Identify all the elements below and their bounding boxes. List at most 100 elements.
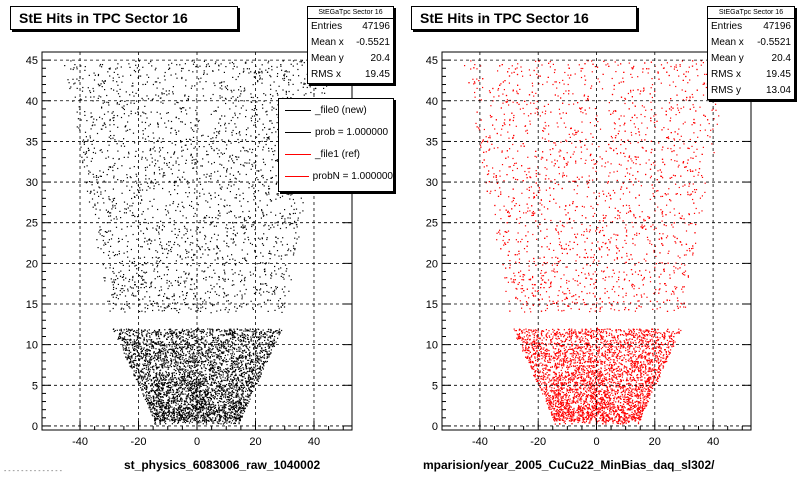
- scatter-point: [175, 418, 177, 420]
- scatter-point: [127, 241, 129, 243]
- scatter-point: [126, 185, 128, 187]
- scatter-point: [245, 260, 248, 262]
- scatter-point: [254, 375, 256, 377]
- scatter-point: [276, 92, 278, 95]
- scatter-point: [240, 329, 242, 331]
- scatter-point: [128, 63, 130, 65]
- scatter-point: [171, 284, 173, 287]
- scatter-point: [113, 255, 115, 257]
- scatter-point: [263, 269, 265, 271]
- scatter-point: [234, 366, 236, 368]
- scatter-point: [140, 348, 142, 350]
- scatter-point: [163, 361, 165, 363]
- scatter-point: [134, 342, 136, 344]
- scatter-point: [296, 63, 298, 65]
- scatter-point: [228, 388, 230, 390]
- scatter-point: [127, 288, 129, 290]
- scatter-point: [144, 128, 146, 130]
- scatter-point: [297, 89, 299, 91]
- scatter-point: [175, 365, 177, 367]
- scatter-point: [234, 114, 236, 116]
- scatter-point: [120, 66, 122, 68]
- scatter-point: [211, 364, 213, 366]
- scatter-point: [173, 400, 175, 402]
- scatter-point: [89, 90, 91, 92]
- scatter-point: [210, 363, 212, 365]
- scatter-point: [171, 416, 173, 418]
- scatter-point: [177, 421, 180, 424]
- scatter-point: [183, 271, 185, 273]
- scatter-point: [228, 328, 230, 330]
- scatter-point: [149, 200, 151, 202]
- scatter-point: [153, 270, 155, 272]
- scatter-point: [192, 380, 194, 382]
- scatter-point: [158, 404, 160, 406]
- scatter-point: [203, 416, 205, 418]
- scatter-point: [167, 120, 170, 122]
- scatter-point: [201, 371, 203, 373]
- scatter-point: [268, 138, 270, 140]
- scatter-point: [180, 406, 182, 408]
- scatter-point: [224, 412, 226, 414]
- scatter-point: [170, 308, 173, 310]
- scatter-point: [150, 61, 152, 63]
- scatter-point: [175, 342, 177, 344]
- scatter-point: [230, 227, 232, 229]
- scatter-point: [117, 179, 119, 181]
- scatter-point: [153, 146, 155, 148]
- scatter-point: [150, 401, 152, 403]
- scatter-point: [239, 370, 242, 372]
- scatter-point: [194, 382, 196, 384]
- scatter-point: [222, 334, 224, 336]
- scatter-point: [205, 279, 207, 281]
- scatter-point: [235, 126, 237, 128]
- scatter-point: [224, 421, 226, 423]
- scatter-point: [209, 406, 212, 408]
- scatter-point: [165, 375, 167, 377]
- scatter-point: [115, 279, 117, 281]
- scatter-point: [121, 276, 123, 278]
- scatter-point: [242, 71, 244, 73]
- scatter-point: [237, 391, 239, 393]
- scatter-point: [73, 83, 75, 85]
- scatter-point: [153, 360, 156, 362]
- scatter-point: [193, 147, 195, 149]
- scatter-point: [118, 253, 120, 255]
- scatter-point: [211, 366, 213, 368]
- scatter-point: [133, 192, 135, 194]
- scatter-point: [218, 382, 220, 384]
- scatter-point: [155, 359, 157, 361]
- scatter-point: [149, 402, 151, 404]
- scatter-point: [181, 376, 183, 378]
- scatter-point: [125, 130, 127, 132]
- scatter-point: [248, 182, 250, 185]
- scatter-point: [215, 330, 218, 332]
- scatter-point: [145, 392, 147, 394]
- scatter-point: [210, 284, 212, 286]
- scatter-point: [143, 377, 145, 379]
- scatter-point: [146, 166, 148, 168]
- scatter-point: [104, 242, 106, 244]
- scatter-point: [132, 343, 134, 345]
- scatter-point: [245, 346, 248, 348]
- scatter-point: [142, 264, 144, 266]
- scatter-point: [201, 390, 203, 392]
- scatter-point: [199, 356, 201, 358]
- scatter-point: [159, 294, 161, 296]
- scatter-point: [155, 335, 157, 337]
- scatter-point: [205, 333, 207, 335]
- scatter-point: [275, 273, 277, 275]
- scatter-point: [234, 422, 236, 424]
- scatter-point: [162, 252, 164, 254]
- scatter-point: [242, 387, 244, 389]
- scatter-point: [171, 142, 173, 144]
- scatter-point: [161, 404, 163, 406]
- scatter-point: [143, 256, 146, 258]
- scatter-point: [294, 249, 296, 251]
- scatter-point: [212, 352, 214, 354]
- scatter-point: [213, 161, 215, 164]
- scatter-point: [233, 405, 235, 407]
- scatter-point: [223, 379, 225, 381]
- scatter-point: [183, 379, 185, 382]
- scatter-point: [129, 205, 131, 207]
